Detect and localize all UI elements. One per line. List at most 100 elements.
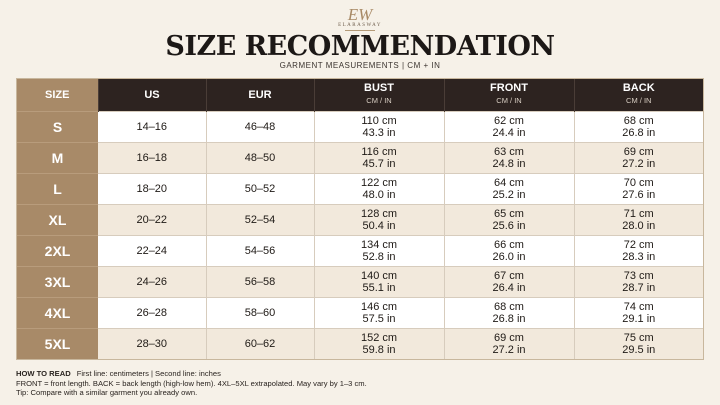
- size-label-cell: 5XL: [17, 327, 98, 359]
- page-subtitle: GARMENT MEASUREMENTS | CM + IN: [279, 61, 441, 70]
- eur-size-cell: 60–62: [206, 327, 315, 359]
- size-label-cell: 3XL: [17, 265, 98, 298]
- us-size-cell: 20–22: [98, 203, 207, 236]
- bust-cell: 122 cm 48.0 in: [314, 172, 445, 205]
- eur-size-cell: 54–56: [206, 234, 315, 267]
- front-length-cell-in: 24.8 in: [492, 157, 526, 170]
- header-front-unit: CM / IN: [496, 96, 522, 106]
- brand-logo: EW ELARASWAY: [0, 6, 720, 31]
- header-us: US: [98, 79, 207, 111]
- bust-cell: 110 cm 43.3 in: [314, 110, 445, 143]
- table-row: 4XL 26–28 58–60 146 cm 57.5 in 68 cm 26.8 in 74…: [17, 296, 703, 329]
- back-length-cell-cm: 75 cm: [623, 331, 654, 344]
- front-length-cell: 65 cm 25.6 in: [444, 203, 575, 236]
- front-length-cell-cm: 64 cm: [494, 176, 524, 189]
- back-length-cell: 74 cm 29.1 in: [574, 296, 703, 329]
- size-label-cell: XL: [17, 203, 98, 236]
- size-label-cell: L: [17, 172, 98, 205]
- front-length-cell: 62 cm 24.4 in: [444, 110, 575, 143]
- bust-cell-cm: 122 cm: [360, 176, 398, 189]
- front-length-cell-cm: 66 cm: [494, 238, 524, 251]
- front-length-cell-cm: 69 cm: [494, 331, 524, 344]
- logo-divider: [345, 30, 375, 31]
- back-length-cell: 70 cm 27.6 in: [574, 172, 703, 205]
- bust-cell: 116 cm 45.7 in: [314, 141, 445, 174]
- size-label-cell: 4XL: [17, 296, 98, 329]
- header-size: SIZE: [17, 79, 99, 111]
- back-length-cell-in: 29.5 in: [622, 343, 656, 356]
- front-length-cell-cm: 62 cm: [494, 114, 524, 127]
- us-size-cell: 24–26: [98, 265, 207, 298]
- eur-size-cell: 56–58: [206, 265, 315, 298]
- back-length-cell-in: 28.0 in: [622, 219, 656, 232]
- logo-monogram: EW: [347, 5, 373, 24]
- front-length-cell-in: 26.8 in: [492, 312, 526, 325]
- bust-cell-cm: 146 cm: [360, 300, 398, 313]
- back-length-cell: 73 cm 28.7 in: [574, 265, 703, 298]
- bust-cell-cm: 134 cm: [360, 238, 398, 251]
- us-size-cell: 14–16: [98, 110, 207, 143]
- table-row: S 14–16 46–48 110 cm 43.3 in 62 cm 24.4 in 68 c…: [17, 110, 703, 143]
- us-size-cell: 16–18: [98, 141, 207, 174]
- bust-cell-cm: 110 cm: [361, 114, 397, 127]
- bust-cell: 134 cm 52.8 in: [314, 234, 445, 267]
- us-size-cell: 26–28: [98, 296, 207, 329]
- us-size-cell: 22–24: [98, 234, 207, 267]
- front-length-cell-in: 25.6 in: [492, 219, 526, 232]
- eur-size-cell: 48–50: [206, 141, 315, 174]
- back-length-cell-in: 27.2 in: [622, 157, 656, 170]
- front-length-cell-in: 27.2 in: [492, 343, 526, 356]
- size-table: SIZE US EUR BUST CM / IN FRONT CM / IN B…: [17, 79, 703, 359]
- back-length-cell: 68 cm 26.8 in: [574, 110, 703, 143]
- bust-cell: 128 cm 50.4 in: [314, 203, 445, 236]
- size-label-cell: S: [17, 110, 98, 143]
- bust-cell-cm: 152 cm: [360, 331, 398, 344]
- back-length-cell-cm: 73 cm: [623, 269, 654, 282]
- table-row: L 18–20 50–52 122 cm 48.0 in 64 cm 25.2 in 70 c…: [17, 172, 703, 205]
- front-length-cell-cm: 63 cm: [494, 145, 524, 158]
- header-eur: EUR: [206, 79, 315, 111]
- us-size-cell: 18–20: [98, 172, 207, 205]
- back-length-cell: 75 cm 29.5 in: [574, 327, 703, 359]
- front-length-cell-in: 26.0 in: [492, 250, 526, 263]
- back-length-cell-in: 28.3 in: [622, 250, 656, 263]
- front-length-cell-in: 25.2 in: [492, 188, 526, 201]
- bust-cell-cm: 128 cm: [360, 207, 398, 220]
- eur-size-cell: 50–52: [206, 172, 315, 205]
- notes-line-1: HOW TO READ First line: centimeters | Sec…: [16, 369, 704, 379]
- front-length-cell: 67 cm 26.4 in: [444, 265, 575, 298]
- bust-cell-in: 57.5 in: [362, 312, 396, 325]
- front-length-cell: 69 cm 27.2 in: [444, 327, 575, 359]
- bust-cell-in: 52.8 in: [362, 250, 396, 263]
- back-length-cell-cm: 68 cm: [623, 114, 654, 127]
- notes-heading: HOW TO READ: [16, 369, 71, 378]
- header-back-unit: CM / IN: [626, 96, 652, 106]
- eur-size-cell: 58–60: [206, 296, 315, 329]
- front-length-cell-cm: 68 cm: [494, 300, 524, 313]
- table-row: XL 20–22 52–54 128 cm 50.4 in 65 cm 25.6 in 71 …: [17, 203, 703, 236]
- back-length-cell-cm: 69 cm: [623, 145, 654, 158]
- back-length-cell-cm: 70 cm: [623, 176, 654, 189]
- front-length-cell: 63 cm 24.8 in: [444, 141, 575, 174]
- front-length-cell: 64 cm 25.2 in: [444, 172, 575, 205]
- page-title: SIZE RECOMMENDATION: [165, 31, 555, 62]
- bust-cell: 152 cm 59.8 in: [314, 327, 445, 359]
- header-back-label: BACK: [622, 82, 655, 95]
- size-label-cell: M: [17, 141, 98, 174]
- header-bust: BUST CM / IN: [314, 79, 445, 111]
- front-length-cell-in: 24.4 in: [492, 126, 526, 139]
- front-length-cell: 68 cm 26.8 in: [444, 296, 575, 329]
- back-length-cell-in: 26.8 in: [622, 126, 656, 139]
- size-label-cell: 2XL: [17, 234, 98, 267]
- back-length-cell: 72 cm 28.3 in: [574, 234, 703, 267]
- eur-size-cell: 46–48: [206, 110, 315, 143]
- front-length-cell-cm: 67 cm: [494, 269, 524, 282]
- header-back: BACK CM / IN: [574, 79, 703, 111]
- table-row: 5XL 28–30 60–62 152 cm 59.8 in 69 cm 27.2 in 75…: [17, 327, 703, 359]
- header-front-label: FRONT: [490, 82, 528, 95]
- notes-line-1-text: First line: centimeters | Second line: i…: [76, 369, 221, 378]
- table-header-row: SIZE US EUR BUST CM / IN FRONT CM / IN B…: [17, 79, 703, 111]
- back-length-cell-in: 27.6 in: [622, 188, 656, 201]
- table-row: M 16–18 48–50 116 cm 45.7 in 63 cm 24.8 in 69 c…: [17, 141, 703, 174]
- bust-cell-cm: 116 cm: [361, 145, 397, 158]
